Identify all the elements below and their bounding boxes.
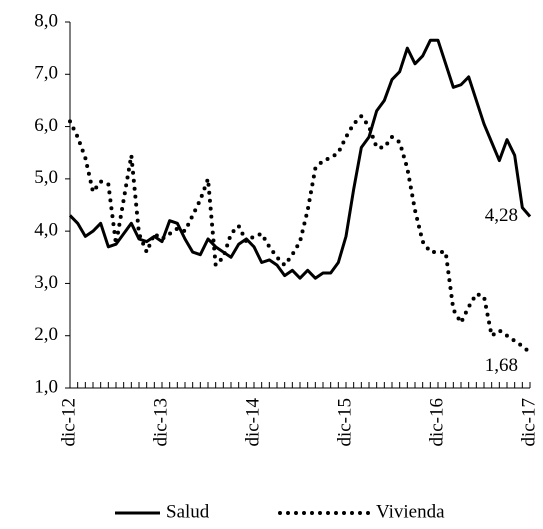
series-line [68,38,532,280]
x-tick-label: dic-16 [426,398,447,447]
x-tick-label: dic-12 [58,398,79,447]
x-tick-label: dic-17 [518,398,539,447]
y-tick-label: 7,0 [34,63,58,84]
y-tick-label: 4,0 [34,220,58,241]
y-tick-label: 3,0 [34,272,58,293]
y-tick-label: 5,0 [34,167,58,188]
x-tick-label: dic-14 [242,398,263,447]
y-tick-label: 6,0 [34,115,58,136]
y-tick-label: 2,0 [34,324,58,345]
data-label: 4,28 [485,205,518,226]
data-label: 1,68 [485,355,518,376]
x-tick-label: dic-13 [150,398,171,447]
x-tick-label: dic-15 [334,398,355,447]
y-tick-label: 1,0 [34,376,58,397]
y-tick-label: 8,0 [34,10,58,31]
legend-label: Salud [166,501,210,522]
series-line [68,113,532,355]
legend-label: Vivienda [376,501,445,522]
